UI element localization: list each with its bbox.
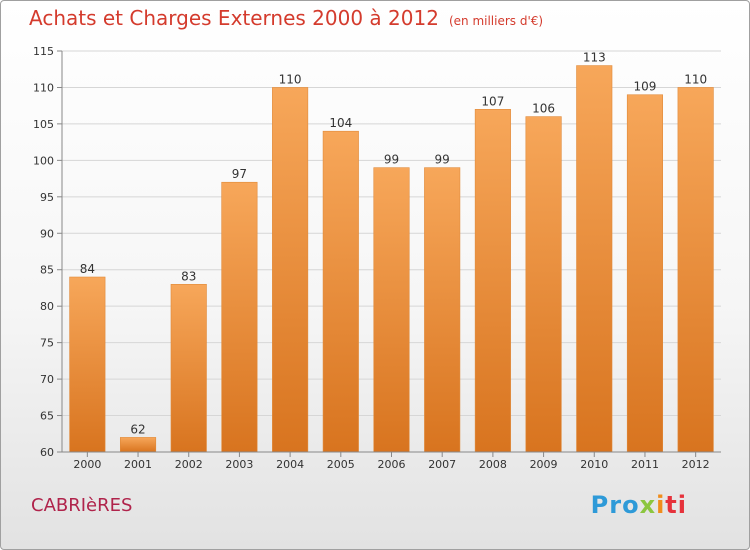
y-tick-label: 60: [40, 446, 54, 459]
logo-part-3: i: [656, 491, 666, 519]
logo-part-4: ti: [665, 491, 687, 519]
value-label-2003: 97: [232, 167, 247, 181]
y-tick-label: 65: [40, 410, 54, 423]
value-label-2010: 113: [583, 51, 606, 65]
x-tick-label-2001: 2001: [124, 458, 152, 471]
x-tick-label-2004: 2004: [276, 458, 304, 471]
y-tick-label: 70: [40, 373, 54, 386]
x-tick-label-2006: 2006: [378, 458, 406, 471]
x-tick-label-2005: 2005: [327, 458, 355, 471]
bar-2002: [170, 284, 207, 453]
y-tick-label: 100: [33, 154, 54, 167]
bar-2001: [119, 437, 157, 453]
x-tick-label-2011: 2011: [631, 458, 659, 471]
y-tick-label: 75: [40, 337, 54, 350]
y-tick-label: 110: [33, 81, 54, 94]
x-tick-label-2002: 2002: [175, 458, 203, 471]
value-label-2005: 104: [329, 116, 352, 130]
bar-2006: [373, 167, 410, 453]
value-label-2008: 107: [481, 94, 504, 108]
x-tick-label-2003: 2003: [225, 458, 253, 471]
bar-2008: [474, 109, 511, 453]
bar-2010: [576, 65, 613, 453]
chart-title: Achats et Charges Externes 2000 à 2012 (e…: [29, 6, 543, 30]
x-tick-label-2010: 2010: [580, 458, 608, 471]
bar-2005: [322, 130, 359, 453]
y-tick-label: 80: [40, 300, 54, 313]
value-label-2012: 110: [684, 72, 707, 86]
bar-2009: [525, 116, 562, 453]
x-tick-label-2009: 2009: [530, 458, 558, 471]
y-tick-label: 90: [40, 227, 54, 240]
commune-name: CABRIèRES: [31, 495, 133, 516]
y-tick-label: 115: [33, 45, 54, 58]
value-label-2007: 99: [435, 153, 450, 167]
x-tick-label-2000: 2000: [73, 458, 101, 471]
bar-2011: [626, 94, 664, 453]
value-label-2011: 109: [634, 80, 657, 94]
x-tick-label-2008: 2008: [479, 458, 507, 471]
y-tick-label: 95: [40, 191, 54, 204]
axes: 60 65 70 75 80 85 90 95 100 105 110 115 2000 2001 2002…: [33, 45, 721, 471]
logo-part-1: Pro: [590, 491, 640, 519]
value-label-2001: 62: [130, 422, 145, 436]
bar-2007: [424, 167, 461, 453]
logo-part-2: x: [639, 491, 657, 519]
value-label-2006: 99: [384, 153, 399, 167]
bars: 84 62 83 97 110 104 99 99 107 106 113 109 110: [69, 51, 714, 453]
bar-2000: [69, 276, 106, 453]
value-label-2004: 110: [279, 72, 302, 86]
proxiti-logo: Proxiti: [591, 491, 687, 519]
x-tick-label-2012: 2012: [682, 458, 710, 471]
bar-2012: [677, 87, 714, 453]
y-tick-label: 105: [33, 118, 54, 131]
title-text: Achats et Charges Externes 2000 à 2012: [29, 6, 439, 30]
value-label-2009: 106: [532, 102, 555, 116]
y-tick-label: 85: [40, 264, 54, 277]
bar-2003: [221, 181, 258, 453]
value-label-2002: 83: [181, 269, 196, 283]
x-tick-label-2007: 2007: [428, 458, 456, 471]
unit-label: (en milliers d'€): [448, 14, 544, 28]
bar-2004: [272, 87, 309, 453]
value-label-2000: 84: [80, 262, 95, 276]
